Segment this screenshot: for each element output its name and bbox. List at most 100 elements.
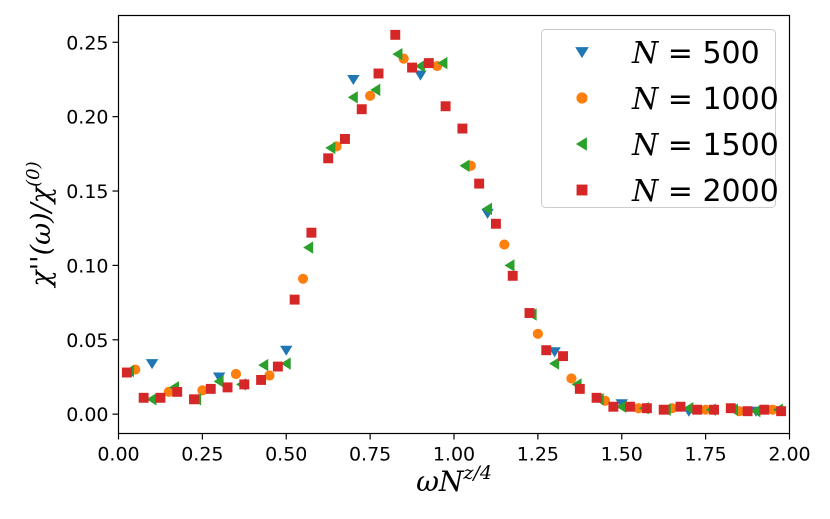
- data-point: [574, 383, 585, 394]
- data-point: [504, 259, 515, 272]
- y-tick-label: 0.00: [66, 404, 108, 426]
- data-point: [549, 357, 560, 370]
- y-tick-label: 0.25: [66, 32, 108, 54]
- data-point: [155, 392, 166, 403]
- data-point: [675, 401, 686, 412]
- data-point: [541, 345, 552, 356]
- data-point: [407, 62, 418, 73]
- data-point: [239, 379, 250, 390]
- legend-entry: N = 1000: [576, 82, 779, 117]
- data-point: [323, 153, 334, 164]
- x-tick-label: 1.00: [433, 444, 475, 466]
- legend: N = 500 N = 1000 N = 1500 N = 2000: [541, 29, 779, 209]
- data-point: [280, 345, 293, 356]
- data-point: [532, 328, 543, 339]
- y-tick-label: 0.20: [66, 107, 108, 129]
- legend-marker: [576, 184, 588, 196]
- data-point: [658, 404, 669, 415]
- data-points: [121, 29, 787, 418]
- data-point: [303, 241, 314, 254]
- x-tick-label: 1.50: [601, 444, 643, 466]
- data-point: [548, 347, 561, 358]
- data-point: [189, 394, 199, 405]
- legend-label: N = 2000: [631, 174, 779, 209]
- x-tick-label: 0.50: [265, 444, 307, 466]
- data-point: [392, 47, 403, 61]
- data-point: [272, 361, 283, 372]
- data-point: [121, 367, 132, 378]
- legend-marker: [575, 47, 589, 59]
- data-point: [258, 358, 269, 372]
- legend-entry: N = 500: [575, 36, 760, 71]
- y-axis-label: χ''(ω)/χ(0): [23, 161, 57, 288]
- data-point: [230, 368, 242, 380]
- data-point: [616, 400, 627, 413]
- data-point: [725, 403, 736, 414]
- data-point: [365, 90, 376, 101]
- data-point: [212, 372, 226, 383]
- x-tick-label: 1.25: [517, 444, 559, 466]
- data-point: [591, 392, 602, 403]
- x-tick-label: 0.00: [97, 444, 139, 466]
- data-point: [347, 91, 358, 104]
- data-point: [440, 101, 451, 112]
- x-tick-label: 0.75: [349, 444, 391, 466]
- legend-label: N = 500: [631, 36, 760, 71]
- x-tick-label: 1.75: [684, 444, 726, 466]
- legend-label: N = 1000: [631, 82, 779, 117]
- data-point: [197, 385, 208, 396]
- data-point: [306, 227, 317, 238]
- data-point: [256, 374, 267, 385]
- data-point: [163, 386, 174, 397]
- data-point: [641, 403, 652, 414]
- data-point: [742, 406, 753, 417]
- data-point: [280, 357, 291, 370]
- data-point: [608, 401, 619, 412]
- data-point: [205, 383, 216, 394]
- data-point: [700, 404, 711, 415]
- legend-entry: N = 1500: [575, 128, 779, 163]
- data-point: [264, 370, 275, 381]
- data-point: [767, 404, 778, 415]
- y-tick-label: 0.10: [66, 255, 108, 277]
- data-point: [146, 393, 157, 406]
- data-point: [750, 404, 761, 418]
- data-point: [423, 58, 434, 69]
- data-point: [145, 359, 159, 370]
- data-point: [490, 218, 501, 229]
- x-tick-label: 0.25: [181, 444, 223, 466]
- data-point: [390, 29, 401, 40]
- y-tick-label: 0.15: [66, 181, 108, 203]
- data-point: [347, 75, 360, 86]
- data-point: [297, 273, 309, 284]
- data-point: [289, 294, 300, 305]
- data-point: [481, 202, 493, 216]
- data-point: [414, 59, 425, 73]
- data-point: [356, 104, 367, 115]
- data-point: [566, 373, 577, 384]
- x-axis-ticks: 0.00 0.25 0.50 0.75 1.00 1.25 1.50 1.75 2.00: [97, 433, 811, 466]
- y-axis-ticks: 0.00 0.05 0.10 0.15 0.20 0.25: [66, 32, 119, 426]
- legend-label: N = 1500: [631, 128, 779, 163]
- data-point: [459, 159, 470, 172]
- data-point: [437, 56, 448, 70]
- x-axis-label: ωNz/4: [416, 462, 492, 498]
- data-point: [373, 68, 384, 79]
- data-point: [222, 382, 233, 393]
- data-point: [457, 123, 468, 134]
- x-tick-label: 2.00: [768, 444, 810, 466]
- legend-marker: [575, 137, 587, 151]
- data-point: [776, 406, 787, 417]
- data-point: [759, 404, 770, 415]
- series-2000: [121, 29, 787, 417]
- data-point: [138, 392, 149, 403]
- legend-frame: [541, 29, 776, 208]
- data-point: [633, 403, 644, 414]
- data-point: [558, 351, 568, 362]
- data-point: [325, 141, 336, 155]
- data-point: [213, 375, 224, 388]
- legend-marker: [576, 92, 588, 104]
- data-point: [474, 178, 485, 189]
- y-tick-label: 0.05: [66, 330, 108, 352]
